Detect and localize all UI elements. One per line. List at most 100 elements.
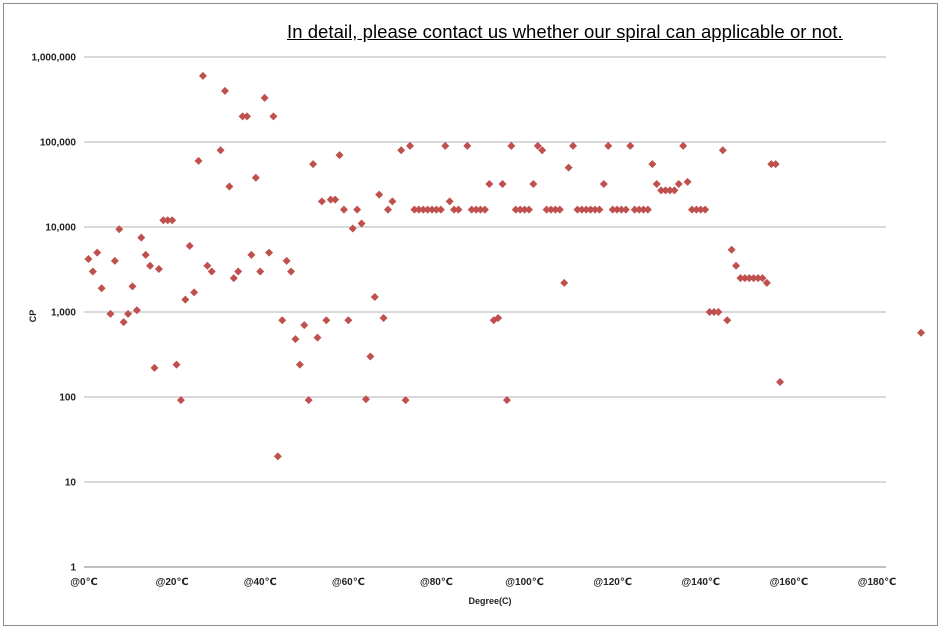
data-point: [705, 308, 714, 316]
data-point: [401, 396, 410, 405]
data-point: [154, 265, 163, 274]
data-point: [467, 205, 476, 214]
data-point: [687, 205, 696, 214]
data-point: [361, 395, 370, 404]
data-point: [93, 248, 102, 257]
data-point: [639, 205, 648, 214]
data-point: [282, 256, 291, 265]
data-point: [309, 160, 318, 169]
data-point: [696, 205, 705, 214]
data-points: [84, 71, 926, 461]
data-point: [445, 197, 454, 206]
data-point: [608, 205, 617, 214]
data-point: [586, 205, 595, 214]
y-tick-labels: 1 10 100 1,000 10,000 100,000 1,000,000: [32, 53, 77, 574]
data-point: [599, 180, 608, 189]
x-axis-label: Degree(C): [468, 596, 511, 606]
data-point: [546, 205, 555, 214]
data-point: [119, 318, 128, 327]
y-tick-label: 100: [59, 393, 76, 404]
data-point: [172, 360, 181, 369]
data-point: [560, 278, 569, 287]
data-point: [551, 205, 560, 214]
data-point: [115, 225, 124, 234]
data-point: [124, 309, 133, 318]
data-point: [665, 186, 674, 195]
data-point: [322, 316, 331, 325]
data-point: [273, 452, 282, 461]
data-point: [146, 261, 155, 270]
data-point: [181, 295, 190, 304]
data-point: [339, 205, 348, 214]
data-point: [771, 160, 780, 169]
x-tick-label: @0℃: [70, 577, 97, 588]
data-point: [494, 313, 503, 322]
data-point: [256, 267, 265, 276]
y-axis-label: CP: [28, 310, 38, 323]
x-tick-label: @100℃: [505, 577, 544, 588]
data-point: [595, 205, 604, 214]
data-point: [670, 186, 679, 195]
data-point: [621, 205, 630, 214]
contact-note: In detail, please contact us whether our…: [287, 21, 843, 42]
data-point: [749, 274, 758, 283]
y-tick-label: 10: [65, 478, 77, 489]
data-point: [538, 146, 547, 155]
data-point: [441, 141, 450, 150]
data-point: [511, 205, 520, 214]
y-tick-label: 10,000: [45, 223, 76, 234]
data-point: [648, 160, 657, 169]
data-point: [709, 308, 718, 316]
data-point: [357, 219, 366, 228]
data-point: [331, 195, 340, 204]
data-point: [326, 195, 335, 204]
data-point: [432, 205, 441, 214]
x-tick-label: @20℃: [156, 577, 189, 588]
data-point: [767, 160, 776, 169]
data-point: [317, 197, 326, 206]
x-tick-label: @80℃: [420, 577, 453, 588]
data-point: [463, 141, 472, 150]
data-point: [754, 274, 763, 283]
data-point: [353, 205, 362, 214]
data-point: [176, 396, 185, 405]
x-tick-label: @160℃: [770, 577, 809, 588]
data-point: [251, 173, 260, 182]
data-point: [291, 335, 300, 344]
data-point: [88, 267, 97, 276]
data-point: [476, 205, 485, 214]
data-point: [234, 267, 243, 276]
data-point: [348, 224, 357, 233]
data-point: [414, 205, 423, 214]
data-point: [295, 360, 304, 369]
data-point: [917, 328, 926, 337]
data-point: [313, 333, 322, 342]
data-point: [159, 216, 168, 225]
data-point: [410, 205, 419, 214]
data-point: [168, 216, 177, 225]
data-point: [304, 396, 313, 405]
data-point: [472, 205, 481, 214]
data-point: [379, 313, 388, 322]
data-point: [335, 151, 344, 160]
data-point: [423, 205, 432, 214]
data-point: [150, 363, 159, 372]
data-point: [718, 146, 727, 155]
x-tick-label: @140℃: [682, 577, 721, 588]
data-point: [498, 180, 507, 189]
data-point: [419, 205, 428, 214]
data-point: [287, 267, 296, 276]
data-point: [617, 205, 626, 214]
data-point: [300, 321, 309, 330]
data-point: [723, 316, 732, 325]
data-point: [701, 205, 710, 214]
data-point: [732, 261, 741, 270]
data-point: [428, 205, 437, 214]
data-point: [243, 112, 252, 121]
data-point: [573, 205, 582, 214]
data-point: [141, 250, 150, 259]
data-point: [163, 216, 172, 225]
data-point: [106, 309, 115, 318]
data-point: [762, 278, 771, 287]
